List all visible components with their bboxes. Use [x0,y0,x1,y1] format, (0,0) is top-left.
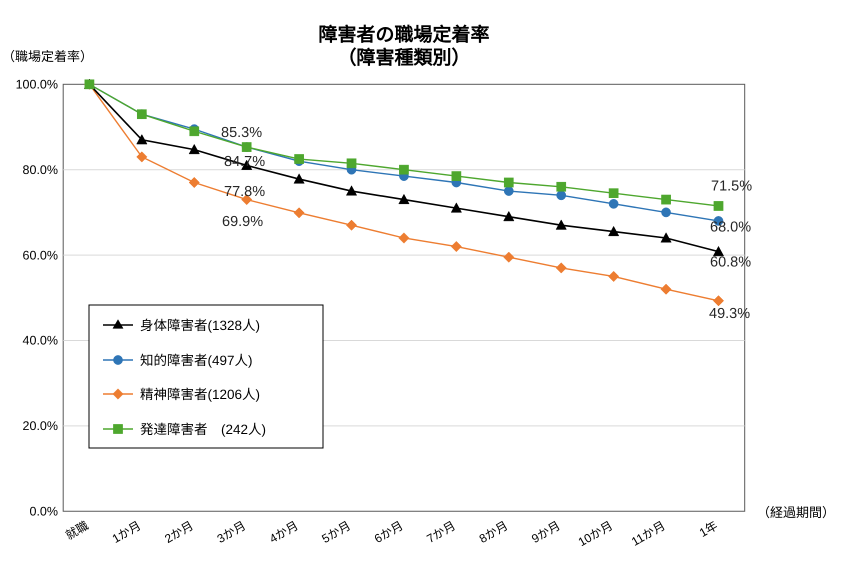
svg-text:20.0%: 20.0% [23,419,58,433]
svg-text:69.9%: 69.9% [222,214,263,230]
svg-text:身体障害者(1328人): 身体障害者(1328人) [140,318,260,333]
svg-text:100.0%: 100.0% [16,78,58,92]
svg-text:40.0%: 40.0% [23,334,58,348]
svg-text:77.8%: 77.8% [224,184,265,200]
svg-text:（経過期間）: （経過期間） [757,505,835,520]
svg-text:85.3%: 85.3% [221,125,262,141]
svg-text:知的障害者(497人): 知的障害者(497人) [140,353,253,368]
svg-text:60.0%: 60.0% [23,248,58,262]
svg-text:精神障害者(1206人): 精神障害者(1206人) [140,387,260,402]
svg-text:60.8%: 60.8% [710,255,751,271]
svg-text:（職場定着率）: （職場定着率） [2,49,93,64]
svg-text:障害者の職場定着率: 障害者の職場定着率 [318,24,489,46]
svg-text:（障害種類別）: （障害種類別） [337,47,470,69]
svg-text:発達障害者 (242人): 発達障害者 (242人) [140,422,266,437]
svg-text:68.0%: 68.0% [710,220,751,236]
svg-text:84.7%: 84.7% [224,154,265,170]
svg-text:80.0%: 80.0% [23,163,58,177]
svg-text:49.3%: 49.3% [709,306,750,322]
svg-text:71.5%: 71.5% [711,179,752,195]
svg-text:0.0%: 0.0% [30,505,59,519]
